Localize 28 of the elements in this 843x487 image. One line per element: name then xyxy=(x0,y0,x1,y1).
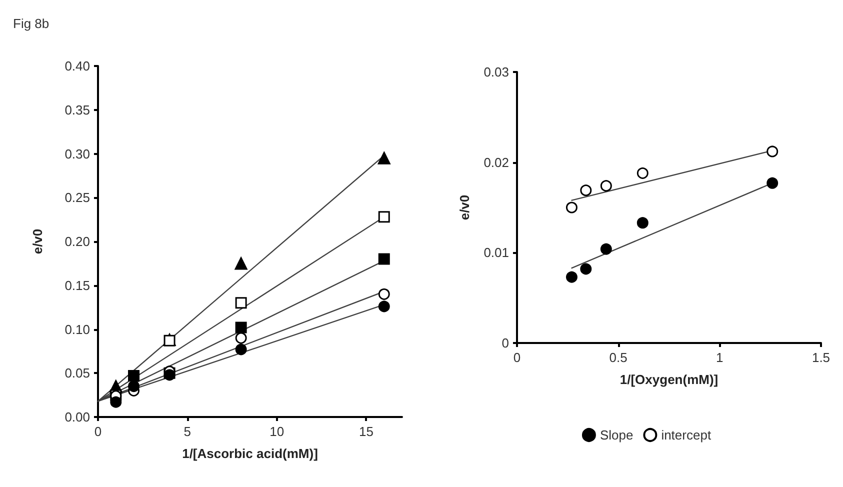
x-tick-label: 1 xyxy=(716,350,724,365)
y-tick-label: 0.20 xyxy=(64,234,90,249)
y-axis-title: e/v0 xyxy=(457,194,472,220)
x-tick-label: 1.5 xyxy=(812,350,830,365)
x-tick-label: 0 xyxy=(94,424,102,439)
y-tick-label: 0.00 xyxy=(64,410,90,424)
x-tick-label: 10 xyxy=(270,424,284,439)
y-tick-label: 0.01 xyxy=(484,245,509,260)
y-tick-label: 0 xyxy=(502,336,509,350)
legend-label: Slope xyxy=(600,428,634,442)
y-tick-label: 0.10 xyxy=(64,322,90,337)
x-tick-label: 5 xyxy=(184,424,192,439)
y-tick-label: 0.40 xyxy=(64,58,90,74)
y-tick-label: 0.02 xyxy=(484,154,509,170)
y-tick-label: 0.15 xyxy=(64,278,90,293)
x-tick-label: 0.5 xyxy=(609,350,628,365)
y-tick-label: 0.35 xyxy=(64,102,90,118)
legend-label: intercept xyxy=(661,428,712,442)
x-axis-title: 1/[Oxygen(mM)] xyxy=(620,372,718,387)
y-tick-label: 0.03 xyxy=(484,64,509,80)
x-axis-title: 1/[Ascorbic acid(mM)] xyxy=(182,446,318,461)
y-tick-label: 0.25 xyxy=(64,190,90,206)
y-tick-label: 0.05 xyxy=(64,366,90,381)
y-tick-label: 0.30 xyxy=(64,146,90,162)
chart-title: Fig 8b xyxy=(13,16,50,31)
x-tick-label: 15 xyxy=(359,424,374,439)
y-axis-title: e/v0 xyxy=(30,228,45,254)
x-tick-label: 0 xyxy=(513,350,521,365)
